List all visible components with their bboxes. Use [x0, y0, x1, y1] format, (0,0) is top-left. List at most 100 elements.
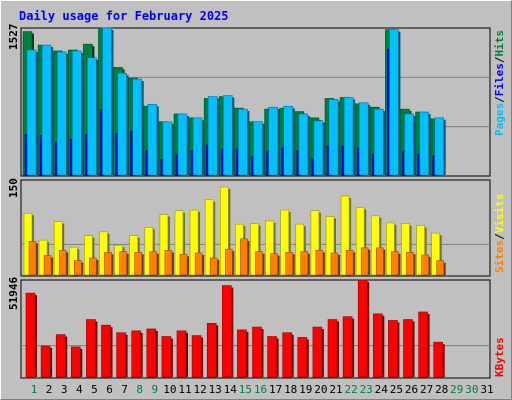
- day-label-2: 2: [46, 383, 53, 396]
- bar-pages-day-23: [358, 102, 369, 176]
- legend-hits: Hits: [493, 30, 506, 57]
- legend-middle: Sites/Visits: [493, 194, 506, 274]
- day-label-14: 14: [224, 383, 238, 396]
- bar-sites-day-14: [225, 248, 233, 276]
- day-label-31: 31: [480, 383, 493, 396]
- bar-visits-day-16: [250, 223, 259, 276]
- bar-pages-day-17: [268, 106, 278, 176]
- bar-kbytes-day-5: [86, 319, 96, 378]
- bar-pages-day-18: [283, 105, 294, 176]
- bar-kbytes-day-1: [25, 292, 36, 378]
- bar-visits-day-12: [189, 209, 199, 276]
- bar-kbytes-day-15: [237, 329, 247, 378]
- bar-sites-day-28: [436, 260, 445, 276]
- bar-sites-day-3: [58, 250, 67, 276]
- bar-visits-day-20: [310, 210, 320, 276]
- day-label-19: 19: [299, 383, 312, 396]
- bar-visits-day-26: [401, 223, 410, 276]
- bar-kbytes-day-11: [176, 330, 187, 378]
- bar-pages-day-28: [434, 117, 445, 176]
- bar-visits-day-13: [204, 199, 214, 276]
- bar-sites-day-24: [375, 247, 384, 276]
- bar-visits-day-5: [84, 235, 93, 276]
- bar-kbytes-day-26: [403, 319, 413, 378]
- bar-visits-day-11: [174, 210, 184, 276]
- bar-visits-day-25: [386, 222, 395, 276]
- bar-pages-day-5: [87, 57, 97, 176]
- bar-sites-day-6: [104, 252, 112, 276]
- bar-kbytes-day-6: [101, 324, 111, 378]
- bar-sites-day-2: [43, 255, 52, 276]
- bar-visits-day-27: [416, 225, 425, 276]
- bar-pages-day-1: [26, 49, 37, 176]
- bar-kbytes-day-13: [206, 322, 217, 378]
- bar-kbytes-day-4: [71, 346, 81, 378]
- legend-kbytes: KBytes: [493, 337, 506, 377]
- bar-pages-day-10: [162, 121, 173, 176]
- bar-kbytes-day-2: [40, 345, 51, 378]
- day-label-13: 13: [209, 383, 222, 396]
- bar-sites-day-17: [270, 253, 278, 276]
- day-label-21: 21: [329, 383, 342, 396]
- day-label-16: 16: [254, 383, 267, 396]
- day-label-9: 9: [151, 383, 158, 396]
- bar-pages-day-25: [389, 29, 399, 176]
- bar-visits-day-19: [295, 223, 305, 276]
- legend-visits: Visits: [493, 194, 506, 234]
- bar-visits-day-14: [220, 186, 229, 276]
- bar-sites-day-8: [134, 252, 142, 276]
- legend-separator: /: [493, 96, 506, 103]
- day-label-4: 4: [76, 383, 83, 396]
- bar-kbytes-day-18: [282, 332, 293, 378]
- bar-sites-day-19: [300, 251, 309, 276]
- legend-sites: Sites: [493, 240, 506, 273]
- bar-pages-day-4: [72, 50, 82, 176]
- bar-sites-day-18: [285, 252, 294, 276]
- day-label-22: 22: [344, 383, 357, 396]
- bar-pages-day-24: [373, 108, 384, 176]
- bar-visits-day-18: [280, 209, 290, 276]
- bar-visits-day-21: [325, 216, 335, 276]
- day-label-15: 15: [239, 383, 252, 396]
- bar-kbytes-day-8: [131, 330, 141, 378]
- y-max-label-top: 1527: [7, 24, 20, 51]
- bar-visits-day-9: [144, 227, 154, 276]
- bar-sites-day-26: [406, 252, 414, 276]
- bar-kbytes-day-14: [222, 285, 232, 378]
- bar-pages-day-2: [41, 44, 52, 176]
- day-label-25: 25: [390, 383, 403, 396]
- day-label-30: 30: [465, 383, 478, 396]
- day-label-20: 20: [314, 383, 327, 396]
- legend-separator: /: [493, 56, 506, 63]
- bar-kbytes-day-22: [342, 316, 353, 378]
- bar-pages-day-9: [147, 103, 158, 176]
- bar-kbytes-day-7: [116, 332, 126, 378]
- bar-sites-day-13: [209, 257, 218, 276]
- bar-pages-day-13: [207, 96, 218, 176]
- bar-sites-day-22: [345, 250, 354, 276]
- bar-visits-day-22: [340, 195, 350, 276]
- legend-pages: Pages: [493, 103, 506, 136]
- bar-sites-day-4: [74, 260, 82, 276]
- legend-top: Pages/Files/Hits: [493, 30, 506, 136]
- bar-sites-day-7: [119, 251, 127, 276]
- bar-pages-day-16: [253, 121, 263, 176]
- bar-kbytes-day-10: [161, 336, 172, 378]
- bar-pages-day-26: [404, 113, 414, 176]
- day-label-3: 3: [61, 383, 68, 396]
- day-label-12: 12: [193, 383, 206, 396]
- bar-sites-day-21: [330, 252, 339, 276]
- day-label-10: 10: [163, 383, 176, 396]
- day-label-26: 26: [405, 383, 418, 396]
- y-max-label-bottom: 51946: [7, 277, 20, 310]
- day-label-23: 23: [360, 383, 373, 396]
- day-label-27: 27: [420, 383, 433, 396]
- legend-separator: /: [493, 233, 506, 240]
- bar-visits-day-3: [53, 221, 63, 276]
- bar-kbytes-day-16: [252, 326, 262, 378]
- day-label-7: 7: [121, 383, 128, 396]
- bar-pages-day-19: [298, 113, 309, 176]
- bar-visits-day-28: [431, 232, 441, 276]
